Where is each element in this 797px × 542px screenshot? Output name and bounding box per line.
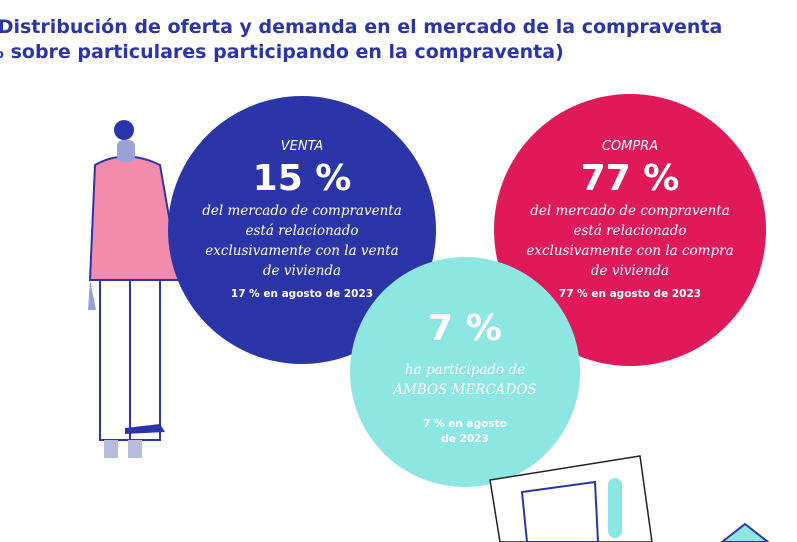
venta-circle — [168, 96, 436, 364]
description: ha participado de — [405, 362, 525, 378]
percent: 77 % — [581, 158, 680, 199]
description: del mercado de compraventa — [202, 203, 402, 219]
circle-label: COMPRA — [602, 139, 658, 154]
compra-circle — [494, 94, 766, 366]
description: del mercado de compraventa — [530, 203, 730, 219]
subtitle: (% sobre particulares participando en la… — [0, 41, 564, 63]
description: exclusivamente con la venta — [205, 243, 398, 259]
ambos-circle — [350, 257, 580, 487]
percent: 15 % — [253, 158, 352, 199]
note: de 2023 — [441, 433, 489, 445]
note: 7 % en agosto — [423, 418, 507, 430]
percent: 7 % — [428, 308, 502, 349]
description: de vivienda — [591, 263, 669, 279]
note: 17 % en agosto de 2023 — [231, 288, 373, 300]
description: de vivienda — [263, 263, 341, 279]
description: está relacionado — [245, 223, 358, 239]
note: 77 % en agosto de 2023 — [559, 288, 701, 300]
title: Distribución de oferta y demanda en el m… — [0, 16, 722, 38]
description: está relacionado — [573, 223, 686, 239]
building-illustration — [489, 455, 770, 542]
person-illustration — [88, 120, 182, 458]
description: AMBOS MERCADOS — [391, 382, 536, 398]
description: exclusivamente con la compra — [526, 243, 733, 259]
circle-label: VENTA — [281, 139, 323, 154]
